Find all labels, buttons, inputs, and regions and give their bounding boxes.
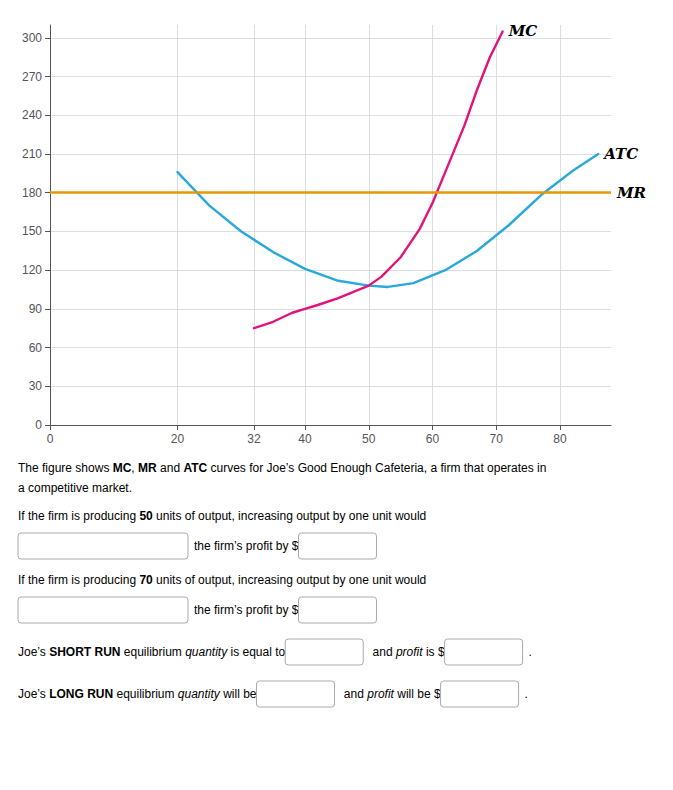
svg-text:ATC: ATC <box>183 461 207 475</box>
svg-text:50: 50 <box>139 509 153 523</box>
svg-text:profit: profit <box>395 645 423 659</box>
svg-text:SHORT RUN: SHORT RUN <box>49 645 120 659</box>
svg-text:MC: MC <box>113 461 132 475</box>
svg-text:.: . <box>529 645 532 659</box>
svg-text:units of output, increasing ou: units of output, increasing output by on… <box>153 509 427 523</box>
svg-text:0: 0 <box>47 432 54 446</box>
svg-text:curves for Joe’s Good Enough C: curves for Joe’s Good Enough Cafeteria, … <box>207 461 546 475</box>
svg-text:equilibrium: equilibrium <box>113 687 178 701</box>
svg-text:270: 270 <box>22 70 42 84</box>
svg-text:the firm’s profit by $: the firm’s profit by $ <box>194 603 299 617</box>
svg-text:40: 40 <box>298 432 312 446</box>
svg-text:profit: profit <box>366 687 394 701</box>
svg-text:120: 120 <box>22 263 42 277</box>
svg-text:Joe’s: Joe’s <box>18 645 49 659</box>
svg-text:.: . <box>525 687 528 701</box>
svg-text:70: 70 <box>139 573 153 587</box>
svg-text:90: 90 <box>29 302 43 316</box>
svg-text:The figure shows: The figure shows <box>18 461 113 475</box>
svg-text:If the firm is producing: If the firm is producing <box>18 573 139 587</box>
svg-text:and: and <box>369 645 396 659</box>
svg-text:0: 0 <box>35 418 42 432</box>
svg-text:MR: MR <box>616 184 646 202</box>
svg-text:a competitive market.: a competitive market. <box>18 481 132 495</box>
svg-text:Joe’s: Joe’s <box>18 687 49 701</box>
svg-text:180: 180 <box>22 186 42 200</box>
svg-text:70: 70 <box>490 432 504 446</box>
svg-text:equilibrium: equilibrium <box>120 645 185 659</box>
svg-text:60: 60 <box>426 432 440 446</box>
svg-text:will be: will be <box>220 687 257 701</box>
svg-text:210: 210 <box>22 147 42 161</box>
svg-text:150: 150 <box>22 224 42 238</box>
svg-text:ATC: ATC <box>602 145 638 163</box>
svg-text:300: 300 <box>22 31 42 45</box>
svg-text:and: and <box>157 461 184 475</box>
svg-text:quantity: quantity <box>185 645 228 659</box>
svg-text:LONG RUN: LONG RUN <box>49 687 113 701</box>
svg-text:80: 80 <box>553 432 567 446</box>
svg-text:If the firm is producing: If the firm is producing <box>18 509 139 523</box>
svg-text:MR: MR <box>138 461 157 475</box>
svg-text:240: 240 <box>22 108 42 122</box>
svg-text:MC: MC <box>508 22 538 40</box>
svg-text:is $: is $ <box>423 645 445 659</box>
svg-text:,: , <box>131 461 138 475</box>
svg-text:quantity: quantity <box>178 687 221 701</box>
svg-text:units of output, increasing ou: units of output, increasing output by on… <box>153 573 427 587</box>
svg-text:will be $: will be $ <box>394 687 441 701</box>
svg-text:32: 32 <box>247 432 261 446</box>
svg-text:60: 60 <box>29 341 43 355</box>
svg-text:and: and <box>341 687 368 701</box>
svg-text:the firm’s profit by $: the firm’s profit by $ <box>194 539 299 553</box>
svg-text:20: 20 <box>171 432 185 446</box>
svg-text:is equal to: is equal to <box>227 645 285 659</box>
svg-text:50: 50 <box>362 432 376 446</box>
svg-text:30: 30 <box>29 379 43 393</box>
